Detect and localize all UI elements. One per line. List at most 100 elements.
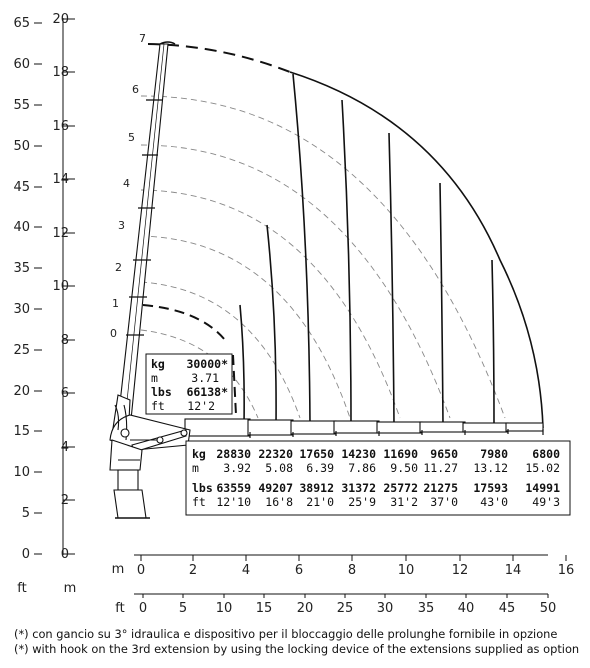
ft-bottom-tick: 20 <box>297 594 314 616</box>
m-bottom-tick: 10 <box>398 555 415 578</box>
table-ft-cell: 43'0 <box>480 495 508 509</box>
ft-bottom-tick: 50 <box>540 594 557 616</box>
stage-label-2: 2 <box>115 261 122 274</box>
svg-text:5: 5 <box>179 601 187 616</box>
ft-tick: 5 <box>22 506 42 521</box>
hoist-line-3 <box>292 73 311 426</box>
svg-text:2: 2 <box>189 563 197 578</box>
ft-bottom-tick: 15 <box>256 594 272 616</box>
ft-tick: 45 <box>13 180 42 195</box>
svg-text:0: 0 <box>137 563 145 578</box>
boom-section-7 <box>505 422 544 432</box>
crane-pivot-3 <box>180 429 188 437</box>
svg-text:65: 65 <box>13 16 30 31</box>
svg-text:10: 10 <box>398 563 415 578</box>
svg-text:50: 50 <box>540 601 557 616</box>
reach-arc-1 <box>140 281 301 419</box>
ft-axis-bottom: ft 0 5 10 15 20 25 30 35 40 45 50 <box>115 594 556 616</box>
m-axis-left: 0 2 4 6 8 10 12 14 16 18 20 <box>52 12 75 562</box>
m-bottom-tick: 0 <box>137 555 145 578</box>
svg-text:8: 8 <box>61 333 69 348</box>
svg-text:8: 8 <box>348 563 356 578</box>
table-m-cell: 7.86 <box>348 461 376 475</box>
m-bottom-tick: 8 <box>348 555 356 578</box>
ft-bottom-tick: 35 <box>418 594 434 616</box>
svg-text:18: 18 <box>52 65 69 80</box>
ft-bottom-tick: 30 <box>377 594 394 616</box>
table-ft-cell: 49'3 <box>532 495 560 509</box>
svg-text:30: 30 <box>377 601 394 616</box>
horizontal-boom <box>184 418 544 437</box>
ft-tick: 65 <box>13 16 42 31</box>
svg-text:20: 20 <box>297 601 314 616</box>
stage-label-1: 1 <box>112 297 119 310</box>
ft-tick: 30 <box>13 302 42 317</box>
svg-text:20: 20 <box>52 12 69 27</box>
load-box-kg-label: kg <box>151 357 165 371</box>
load-box-kg-value: 30000* <box>186 357 228 371</box>
svg-text:10: 10 <box>13 465 30 480</box>
reach-arcs <box>140 95 506 419</box>
crane-pedestal <box>117 469 139 491</box>
ft-tick: 55 <box>13 98 42 113</box>
hoist-line-1 <box>239 304 245 426</box>
table-m-cell: 11.27 <box>423 461 458 475</box>
table-m-cell: 3.92 <box>223 461 251 475</box>
inner-envelope-dashed <box>142 304 226 341</box>
ft-tick: 25 <box>13 343 42 358</box>
m-tick: 18 <box>52 65 75 80</box>
table-m-cell: 15.02 <box>525 461 560 475</box>
footnote-english: (*) with hook on the 3rd extension by us… <box>14 642 580 656</box>
boom-section-3 <box>333 420 380 434</box>
stage-label-7: 7 <box>139 32 146 45</box>
ft-tick: 0 <box>22 547 42 562</box>
m-tick: 4 <box>61 440 75 455</box>
svg-text:6: 6 <box>61 386 69 401</box>
ft-bottom-tick: 5 <box>179 594 187 616</box>
svg-text:4: 4 <box>61 440 69 455</box>
m-tick: 20 <box>52 12 75 27</box>
svg-text:14: 14 <box>505 563 522 578</box>
outer-envelope <box>289 71 544 429</box>
svg-text:15: 15 <box>13 424 30 439</box>
ft-axis-left: 0 5 10 15 20 25 30 35 40 45 50 55 60 65 <box>13 16 42 562</box>
hoist-line-2 <box>266 224 277 426</box>
svg-text:20: 20 <box>13 384 30 399</box>
load-box-ft-value: 12'2 <box>187 399 215 413</box>
table-kg-cell: 11690 <box>383 447 418 461</box>
raised-boom-joints <box>126 99 162 336</box>
ft-bottom-tick: 10 <box>216 594 232 616</box>
reach-arc-0 <box>140 329 259 419</box>
boom-section-5 <box>419 421 466 433</box>
svg-text:0: 0 <box>61 547 69 562</box>
ft-tick: 35 <box>13 261 42 276</box>
load-table-frame <box>185 440 571 516</box>
load-box-lbs-value: 66138* <box>186 385 228 399</box>
table-lbs-cell: 21275 <box>423 481 458 495</box>
table-m-label: m <box>192 461 199 475</box>
table-kg-cell: 14230 <box>341 447 376 461</box>
table-kg-cell: 9650 <box>430 447 458 461</box>
load-box-max: kg 30000* m 3.71 lbs 66138* ft 12'2 <box>145 353 233 415</box>
ft-tick: 15 <box>13 424 42 439</box>
svg-text:12: 12 <box>452 563 469 578</box>
m-tick: 12 <box>52 226 75 241</box>
hoist-line-4 <box>341 99 352 426</box>
table-m-cell: 6.39 <box>306 461 334 475</box>
outer-envelope-dashed <box>147 43 291 73</box>
ft-tick: 20 <box>13 384 42 399</box>
m-tick: 6 <box>61 386 75 401</box>
footnote-italian: (*) con gancio su 3° idraulica e disposi… <box>14 627 558 641</box>
ft-bottom-tick: 45 <box>499 594 515 616</box>
m-bottom-tick: 6 <box>295 555 303 578</box>
table-kg-cell: 6800 <box>532 447 560 461</box>
table-ft-cell: 37'0 <box>430 495 458 509</box>
table-lbs-cell: 31372 <box>341 481 376 495</box>
crane-base-plate <box>113 489 147 519</box>
table-kg-label: kg <box>192 447 206 461</box>
boom-section-2 <box>290 420 337 435</box>
table-lbs-cell: 49207 <box>258 481 293 495</box>
crane-pivot-2 <box>156 436 164 444</box>
svg-text:40: 40 <box>458 601 475 616</box>
table-lbs-cell: 25772 <box>383 481 418 495</box>
